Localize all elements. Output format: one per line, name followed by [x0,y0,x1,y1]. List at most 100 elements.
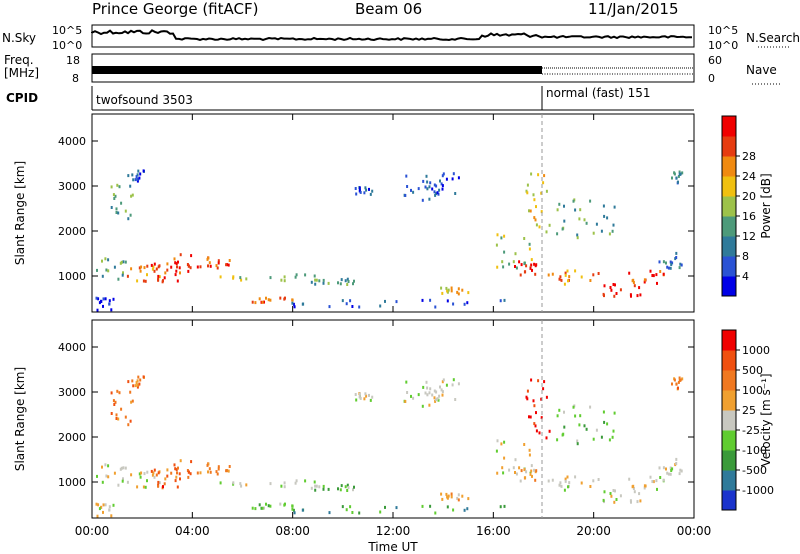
power-cell [354,187,357,190]
velocity-cell [428,403,431,407]
power-cell [365,188,368,192]
velocity-cell [304,479,307,483]
power-cell [152,265,155,269]
velocity-cell [445,492,448,496]
colorbar-segment [722,370,736,391]
power-cell [441,174,444,178]
velocity-cell [643,484,646,488]
velocity-cell [107,475,110,479]
power-cell [447,288,450,292]
velocity-cell [162,485,164,489]
velocity-cell [136,383,139,387]
velocity-cell [564,479,567,483]
power-cell [429,181,432,185]
velocity-cell [153,468,156,472]
velocity-cell [675,462,678,465]
velocity-cell [232,481,235,485]
velocity-cell [525,470,528,474]
power-cell [585,221,588,225]
power-cell [503,250,506,254]
velocity-cell [433,396,436,400]
colorbar-segment [722,450,736,471]
velocity-cell [96,474,98,478]
velocity-cell [659,476,662,479]
power-cell [96,308,99,312]
power-cell [426,187,429,191]
velocity-cell [240,484,243,488]
power-cell [412,190,415,194]
power-cell [304,273,307,277]
power-cell [105,268,108,272]
velocity-cell [216,472,219,476]
colorbar-segment [722,470,736,491]
cpid-label: CPID [6,91,38,105]
velocity-cell [545,395,548,399]
velocity-cell [146,470,149,474]
y-tick-label: 1000 [58,270,86,283]
velocity-cell [174,479,177,483]
x-tick-label: 08:00 [275,524,310,538]
velocity-cell [265,502,267,506]
power-cell [446,299,449,303]
power-cell [529,209,532,213]
velocity-cell [576,442,579,446]
velocity-cell [291,504,294,508]
velocity-cell [426,386,429,390]
noise-right-tick-bottom: 10^0 [708,39,738,52]
velocity-cell [379,510,382,514]
power-cell [157,274,160,278]
power-cell [548,223,551,227]
velocity-cell [526,389,529,393]
power-panel: Slant Range [km] 1000 2000 3000 4000 [13,113,695,313]
power-cell [174,261,177,265]
velocity-cell [107,464,110,468]
velocity-cell [327,487,330,491]
velocity-cell [339,488,342,492]
power-cell [425,174,428,178]
power-cell [153,269,156,273]
power-cell [114,194,117,198]
frequency-trace-fast [92,66,542,74]
velocity-cell [263,506,265,510]
velocity-cell [102,510,104,514]
colorbar-tick-label: -25 [742,424,760,437]
velocity-cell [174,467,177,471]
velocity-cell [548,429,551,433]
velocity-cell [556,414,559,418]
power-cell [359,190,362,194]
velocity-cell [558,483,561,487]
velocity-cell [269,482,272,486]
velocity-cell [100,505,102,509]
power-cell [369,192,372,196]
power-cell [583,218,586,222]
velocity-cell [117,483,120,487]
power-cell [358,186,361,190]
velocity-cell [669,466,672,470]
velocity-cell [603,490,606,494]
velocity-cell [540,397,543,401]
velocity-cell [675,457,678,461]
power-cell [421,198,424,202]
power-cell [173,257,176,261]
velocity-cell [614,489,616,493]
velocity-cell [132,384,135,388]
velocity-cell [251,506,254,510]
colorbar-tick-label: 8 [742,250,749,263]
power-cell [574,269,577,273]
velocity-cell [371,395,374,399]
velocity-cell [628,477,631,481]
power-cell [136,279,139,283]
power-cell [580,275,583,279]
velocity-cell [279,502,282,506]
velocity-cell [528,448,531,452]
nave-tick-top: 60 [708,54,722,67]
colorbar-segment [722,330,736,351]
power-cell [135,175,138,179]
power-cell [129,184,132,188]
velocity-cell [589,405,592,409]
power-cell [530,258,533,262]
freq-label: Freq. [4,53,34,67]
power-cell [263,300,265,304]
velocity-cell [239,482,242,486]
power-cell [658,260,661,264]
